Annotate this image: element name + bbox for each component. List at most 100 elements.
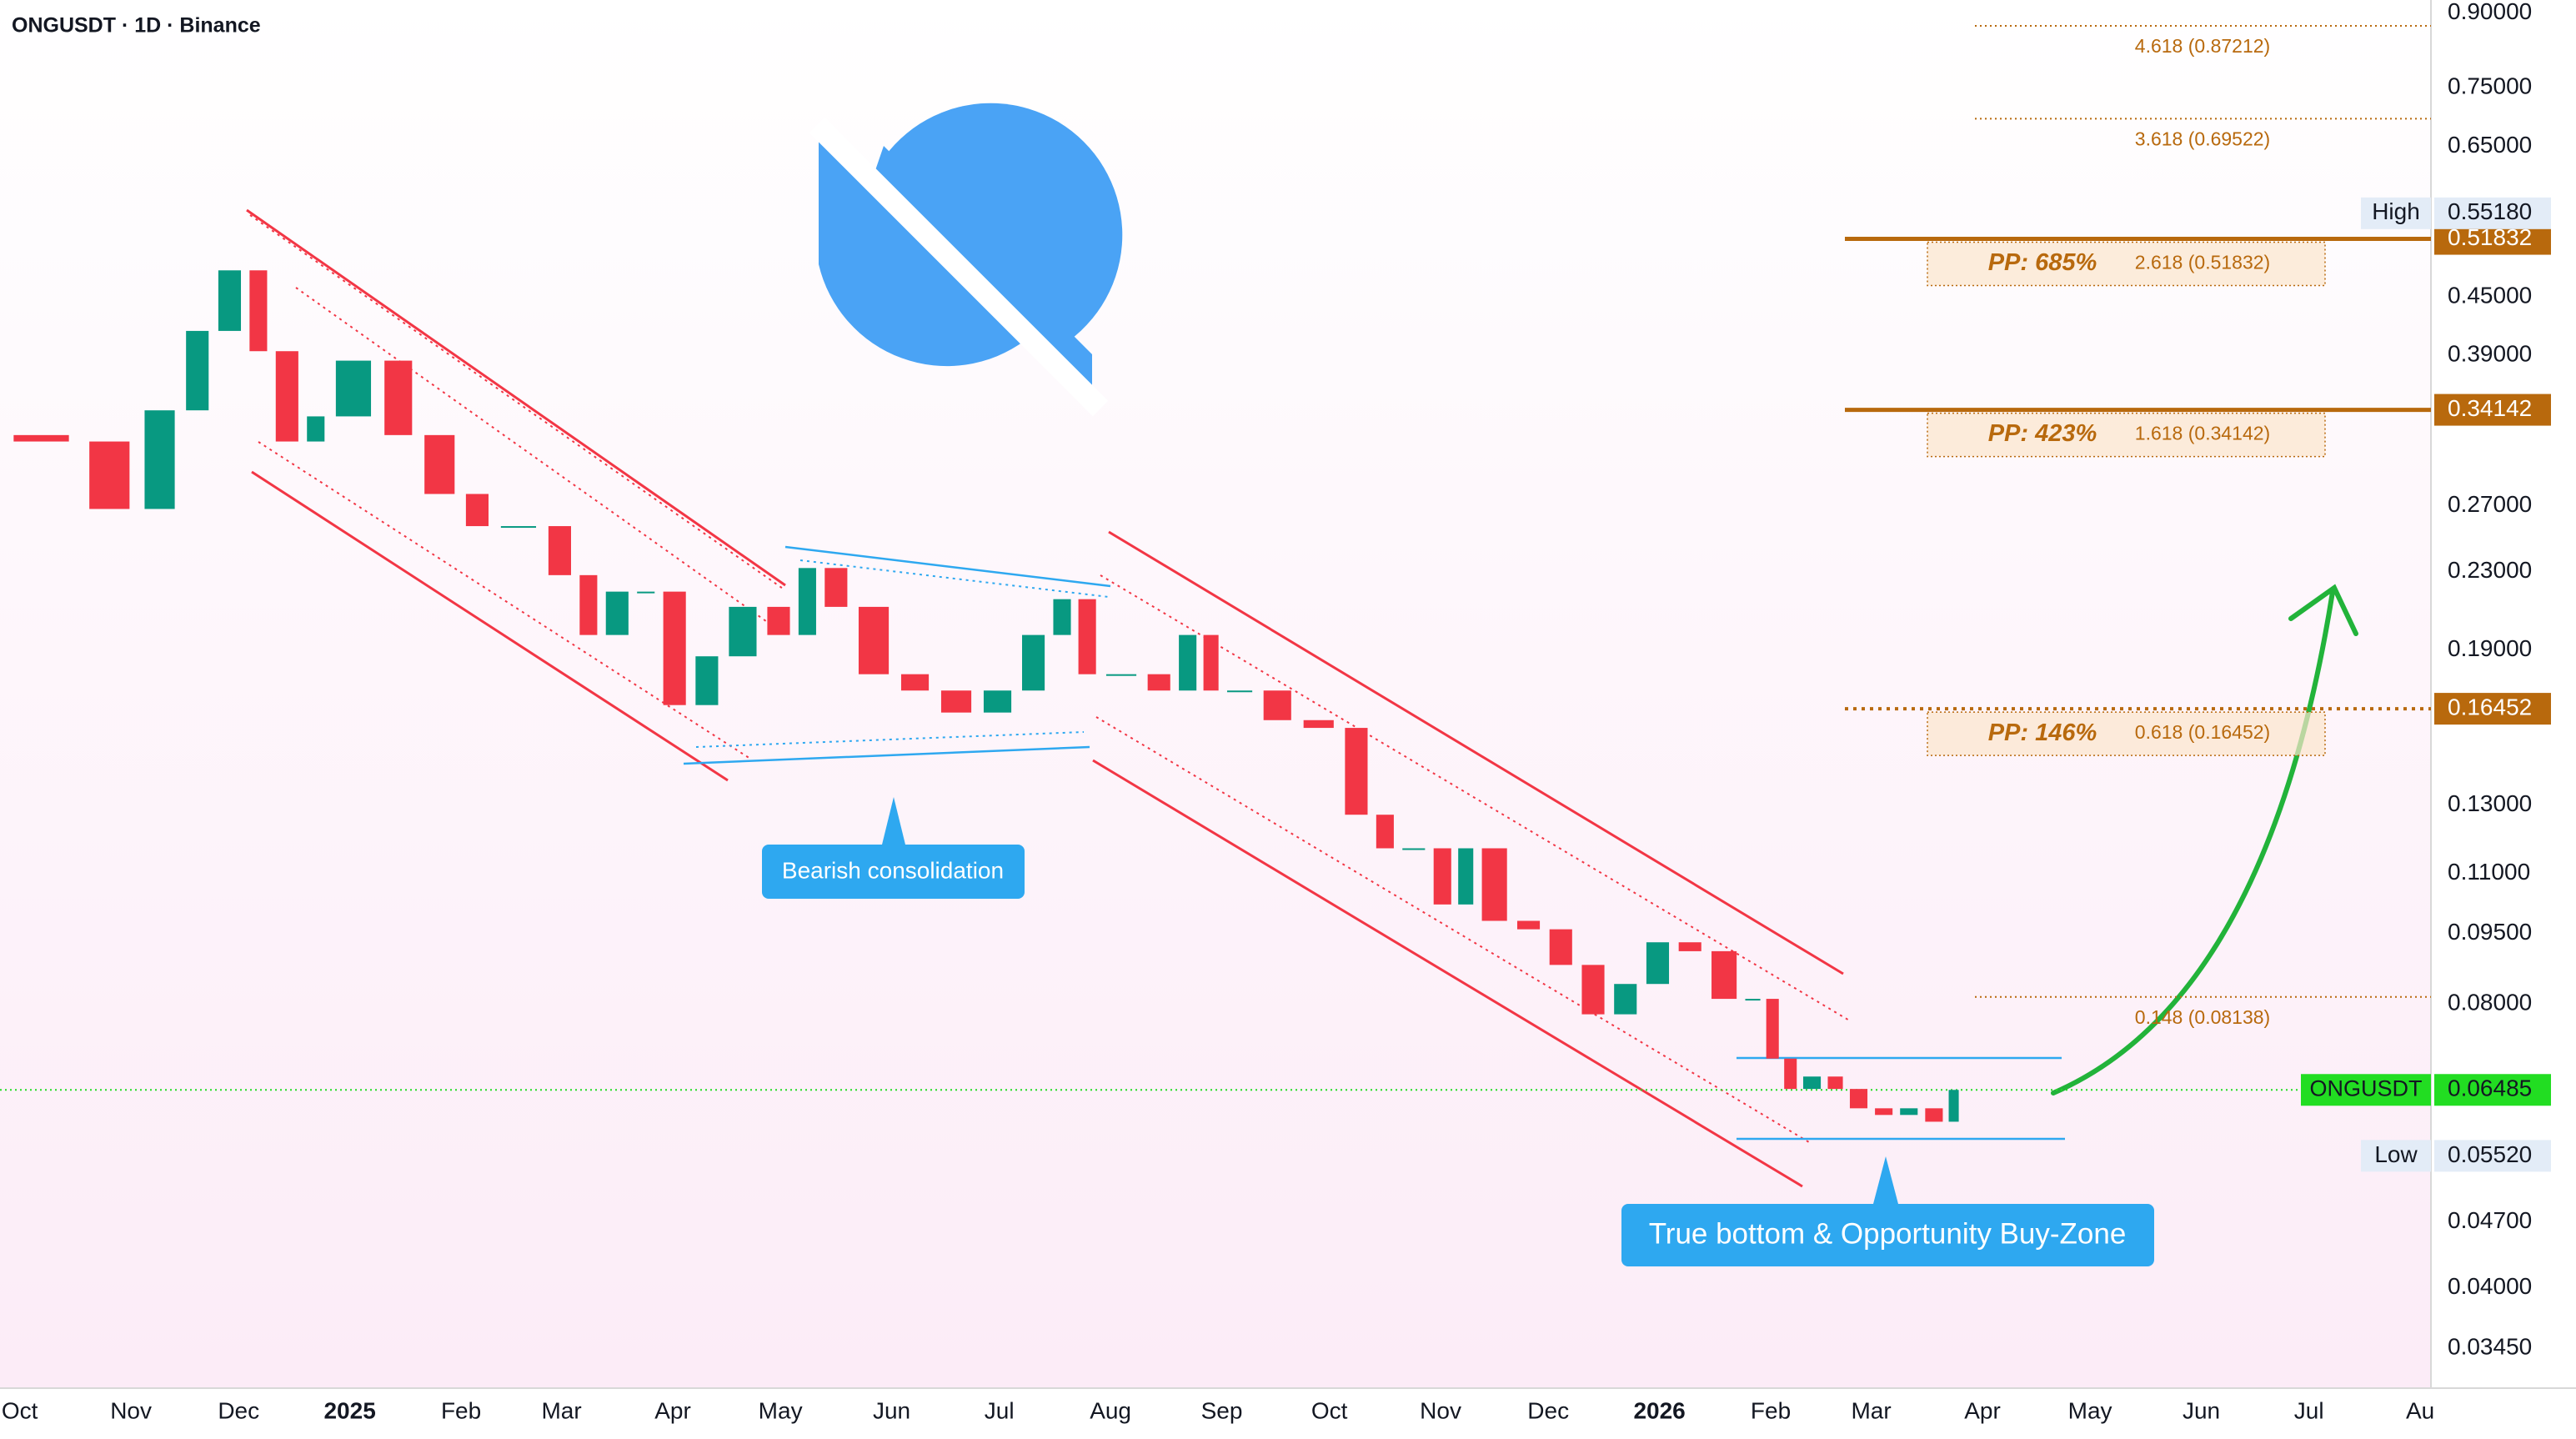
x-tick-label: Apr <box>654 1397 691 1423</box>
x-tick-label: Jun <box>873 1397 910 1423</box>
x-tick-label: Dec <box>1527 1397 1569 1423</box>
candle <box>798 568 816 635</box>
candle <box>384 360 413 435</box>
level-tag <box>2434 394 2551 426</box>
fib-label: 0.618 (0.16452) <box>2135 721 2270 743</box>
candle <box>1745 999 1761 1001</box>
y-tick-label: 0.19000 <box>2448 635 2532 661</box>
x-tick-label: May <box>759 1397 803 1423</box>
candle <box>249 270 268 352</box>
x-tick-label: 2026 <box>1633 1397 1685 1423</box>
y-tick-label: 0.90000 <box>2448 0 2532 24</box>
pp-label: PP: 146% <box>1988 720 2097 746</box>
candle <box>1646 942 1670 985</box>
x-tick-label: Sep <box>1201 1397 1243 1423</box>
candle <box>1827 1076 1843 1090</box>
candle <box>695 656 719 705</box>
trend-channels <box>246 208 2065 1188</box>
x-tick-label: May <box>2068 1397 2112 1423</box>
candle <box>1948 1090 1959 1122</box>
tag-name-box <box>2361 197 2431 229</box>
fib-label: 2.618 (0.51832) <box>2135 252 2270 273</box>
candle <box>424 434 455 494</box>
y-tick-label: 0.03450 <box>2448 1334 2532 1360</box>
candle <box>1179 634 1197 691</box>
fib-label: 4.618 (0.87212) <box>2135 35 2270 57</box>
candle <box>605 591 629 635</box>
x-tick-label: Dec <box>218 1397 259 1423</box>
x-tick-label: Mar <box>1851 1397 1891 1423</box>
tag-value: 0.55180 <box>2448 198 2532 224</box>
candle <box>1376 815 1394 849</box>
x-tick-label: Feb <box>441 1397 481 1423</box>
level-tag <box>2434 693 2551 725</box>
candle <box>218 270 242 331</box>
x-tick-label: Jun <box>2183 1397 2220 1423</box>
candle <box>1263 690 1291 720</box>
candle <box>824 568 848 607</box>
candle <box>1203 634 1219 691</box>
candle <box>500 526 537 529</box>
callout-text: True bottom & Opportunity Buy-Zone <box>1649 1217 2127 1250</box>
y-tick-label: 0.04000 <box>2448 1273 2532 1299</box>
candle <box>1875 1108 1893 1116</box>
candle <box>465 494 489 527</box>
tag-name: High <box>2372 198 2420 224</box>
callout-bottom: True bottom & Opportunity Buy-Zone <box>1621 1156 2154 1266</box>
candle <box>1766 999 1779 1059</box>
current-name-box <box>2301 1074 2431 1106</box>
plot-background <box>0 0 2431 1388</box>
tag-value: 0.05520 <box>2448 1141 2532 1167</box>
logo <box>809 103 1123 417</box>
x-tick-label: Au <box>2406 1397 2434 1423</box>
pp-box <box>1927 412 2326 458</box>
candle <box>335 360 372 417</box>
level-tag-label: 0.34142 <box>2448 395 2532 421</box>
candle <box>1678 942 1701 951</box>
candle <box>1345 728 1368 815</box>
candle <box>1402 848 1426 850</box>
callout-text: Bearish consolidation <box>782 857 1004 883</box>
candle <box>729 606 757 657</box>
pp-box <box>1927 241 2326 287</box>
candle <box>767 606 790 635</box>
candle <box>1022 634 1045 691</box>
x-tick-label: Apr <box>1964 1397 2001 1423</box>
tag-name-box <box>2361 1140 2431 1172</box>
candle <box>1105 674 1137 676</box>
candle <box>1849 1089 1868 1109</box>
y-tick-label: 0.09500 <box>2448 919 2532 945</box>
candle <box>1303 720 1334 729</box>
y-tick-label: 0.23000 <box>2448 557 2532 583</box>
x-tick-label: Oct <box>1311 1397 1348 1423</box>
candle <box>1516 920 1541 930</box>
x-tick-label: Mar <box>541 1397 581 1423</box>
candle <box>983 690 1012 713</box>
candle <box>1433 848 1451 905</box>
y-tick-label: 0.39000 <box>2448 341 2532 367</box>
candle <box>89 441 130 509</box>
pp-label: PP: 423% <box>1988 420 2097 447</box>
y-tick-label: 0.65000 <box>2448 132 2532 158</box>
tag-value-box <box>2434 1140 2551 1172</box>
pp-box <box>1927 711 2326 756</box>
candle <box>663 591 686 705</box>
candle <box>13 434 69 442</box>
level-tag-label: 0.16452 <box>2448 694 2532 720</box>
candle <box>144 410 175 509</box>
x-tick-label: Nov <box>1420 1397 1461 1423</box>
candle <box>1481 848 1507 921</box>
x-tick-label: Jul <box>2294 1397 2324 1423</box>
candle <box>1900 1108 1918 1116</box>
candle <box>186 330 209 411</box>
callout-consolidation: Bearish consolidation <box>762 797 1025 899</box>
candle <box>579 574 598 635</box>
target-arrow <box>2051 584 2358 1096</box>
fib-label: 0.148 (0.08138) <box>2135 1006 2270 1028</box>
candle <box>1226 690 1253 693</box>
candle <box>1549 929 1572 965</box>
candle <box>1803 1076 1822 1090</box>
candle <box>1458 848 1474 905</box>
candle <box>307 416 325 442</box>
